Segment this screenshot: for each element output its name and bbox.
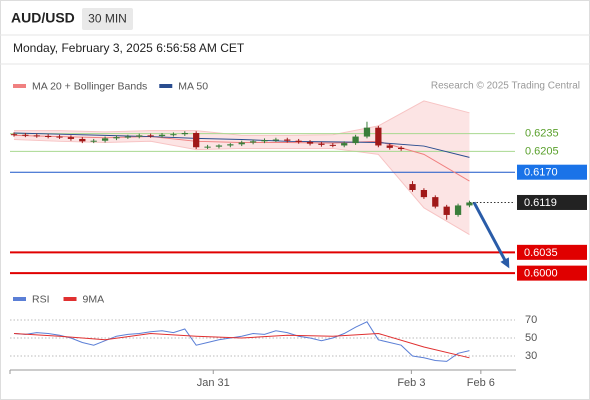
legend-label: MA 20 + Bollinger Bands — [32, 80, 147, 92]
candle-body — [79, 138, 86, 142]
candle-body — [272, 139, 280, 141]
moving-average — [13, 132, 470, 158]
y-tick-label: 30 — [525, 350, 537, 362]
interval: 30 MIN — [88, 12, 127, 26]
candle-body — [101, 138, 109, 141]
level-box — [517, 194, 587, 210]
candle-body — [398, 147, 405, 150]
forecast-arrowhead — [500, 257, 510, 269]
rsi-line — [13, 332, 470, 359]
interval-badge — [82, 8, 133, 30]
legend-swatch — [13, 84, 26, 88]
candle-body — [352, 136, 359, 144]
candle-body — [181, 133, 188, 135]
legend-swatch — [63, 297, 77, 301]
level-label: 0.6035 — [524, 247, 558, 259]
candle-body — [375, 127, 382, 146]
candle-body — [454, 205, 462, 215]
candle-body — [249, 141, 257, 143]
candle-body — [386, 145, 393, 148]
candle-body — [341, 143, 348, 146]
candle-body — [466, 202, 473, 206]
candle-body — [10, 134, 18, 136]
candle-body — [170, 134, 177, 136]
level-label: 0.6000 — [524, 268, 558, 280]
rsi-line — [13, 321, 470, 362]
bollinger-fill — [14, 100, 470, 235]
candle-body — [215, 145, 223, 147]
candle-body — [33, 135, 40, 137]
legend-label: RSI — [32, 293, 50, 305]
level-box — [517, 265, 587, 281]
candle-body — [443, 206, 450, 215]
candle-body — [136, 135, 143, 137]
legend-swatch — [13, 297, 26, 301]
level-label: 0.6205 — [525, 145, 559, 157]
candle-body — [318, 143, 325, 145]
y-tick-label: 70 — [525, 314, 537, 326]
legend-swatch — [159, 84, 173, 88]
legend-label: 9MA — [83, 293, 105, 305]
forecast-arrow — [472, 201, 507, 263]
x-tick-label: Feb 3 — [397, 377, 425, 389]
level-label: 0.6119 — [524, 197, 557, 209]
candle-body — [193, 133, 200, 148]
candle-body — [261, 140, 268, 142]
candle-body — [420, 190, 428, 198]
candle-body — [90, 140, 97, 142]
x-tick-label: Jan 31 — [197, 377, 230, 389]
candle-body — [284, 139, 291, 141]
level-label: 0.6170 — [524, 167, 558, 179]
candle-body — [363, 127, 371, 137]
candle-body — [295, 140, 302, 142]
level-label: 0.6235 — [525, 128, 559, 140]
level-box — [517, 164, 587, 180]
level-box — [517, 244, 587, 260]
candle-body — [158, 134, 166, 136]
candle-body — [67, 137, 75, 139]
candle-body — [329, 144, 336, 146]
source: Research © 2025 Trading Central — [431, 81, 580, 92]
subtitle: Monday, February 3, 2025 6:56:58 AM CET — [13, 41, 245, 55]
bollinger-upper — [14, 100, 470, 136]
candle-body — [227, 144, 234, 146]
candle-body — [238, 142, 245, 145]
candle-body — [432, 197, 439, 207]
candle-body — [45, 135, 52, 137]
candle-body — [124, 136, 131, 138]
candle-body — [147, 135, 154, 137]
y-tick-label: 50 — [525, 332, 537, 344]
legend-label: MA 50 — [178, 80, 208, 92]
chart-title: AUD/USD — [11, 10, 75, 26]
candle-body — [306, 141, 314, 144]
candle-body — [409, 184, 416, 190]
candle-body — [204, 146, 211, 148]
candle-body — [56, 136, 63, 138]
candle-body — [113, 137, 120, 139]
x-tick-label: Feb 6 — [467, 377, 495, 389]
candle-body — [22, 134, 29, 136]
